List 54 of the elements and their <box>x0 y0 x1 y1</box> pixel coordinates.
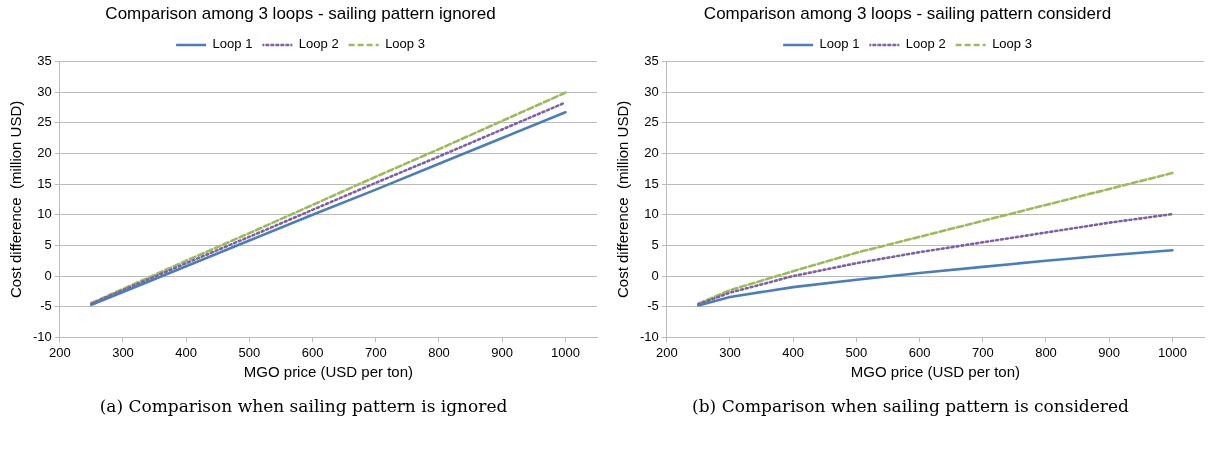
legend-label: Loop 1 <box>819 36 860 52</box>
line-series <box>697 171 1174 305</box>
y-tick-label: 35 <box>37 52 52 68</box>
legend-label: Loop 3 <box>992 36 1032 52</box>
x-tick-label: 200 <box>48 344 71 360</box>
text: (a) Comparison when sailing pattern is ignored <box>98 396 509 416</box>
x-tick-label: 700 <box>364 344 387 360</box>
x-tick-label: 600 <box>908 344 931 360</box>
y-tick-label: 10 <box>644 206 659 222</box>
y-tick-label: 30 <box>37 83 52 99</box>
legend-label: Loop 2 <box>905 36 946 52</box>
y-tick-label: 5 <box>44 236 52 252</box>
y-tick-label: 0 <box>651 267 659 283</box>
line-series <box>697 212 1174 306</box>
x-tick-label: 600 <box>301 344 324 360</box>
x-axis-title: MGO price (USD per ton) <box>243 363 413 381</box>
x-tick-label: 900 <box>1098 344 1121 360</box>
y-tick-label: 15 <box>644 175 659 191</box>
y-tick-label: -5 <box>40 298 52 314</box>
x-tick-label: 800 <box>428 344 450 360</box>
y-tick-label: 20 <box>644 144 659 160</box>
x-tick-label: 500 <box>845 344 868 360</box>
y-tick-label: 35 <box>644 52 659 68</box>
x-tick-label: 700 <box>971 344 994 360</box>
x-tick-label: 800 <box>1035 344 1057 360</box>
y-tick-label: -10 <box>32 328 52 344</box>
x-tick-label: 900 <box>491 344 514 360</box>
y-tick-label: -10 <box>639 328 659 344</box>
x-tick-label: 400 <box>782 344 805 360</box>
x-tick-label: 300 <box>112 344 134 360</box>
x-axis-title: MGO price (USD per ton) <box>850 363 1020 381</box>
x-tick-label: 1000 <box>550 344 580 360</box>
y-tick-label: 15 <box>37 175 52 191</box>
legend-label: Loop 2 <box>298 36 339 52</box>
legend-label: Loop 1 <box>212 36 253 52</box>
y-tick-label: 25 <box>37 114 52 130</box>
y-axis-title: Cost difference (million USD) <box>614 100 632 299</box>
text: (b) Comparison when sailing pattern is considered <box>691 396 1130 416</box>
x-tick-label: 200 <box>655 344 678 360</box>
y-tick-label: 0 <box>44 267 52 283</box>
chart-title: Comparison among 3 loops - sailing pattern ignored <box>105 3 496 23</box>
y-tick-label: 20 <box>37 144 52 160</box>
x-tick-label: 500 <box>238 344 261 360</box>
y-tick-label: 30 <box>644 83 659 99</box>
x-tick-label: 1000 <box>1157 344 1187 360</box>
y-tick-label: 25 <box>644 114 659 130</box>
legend-label: Loop 3 <box>385 36 425 52</box>
y-tick-label: 10 <box>37 206 52 222</box>
y-axis-title: Cost difference (million USD) <box>7 100 25 299</box>
y-tick-label: 5 <box>651 236 659 252</box>
x-tick-label: 400 <box>175 344 198 360</box>
x-tick-label: 300 <box>719 344 741 360</box>
chart-title: Comparison among 3 loops - sailing pattern considerd <box>703 3 1112 23</box>
y-tick-label: -5 <box>647 298 659 314</box>
